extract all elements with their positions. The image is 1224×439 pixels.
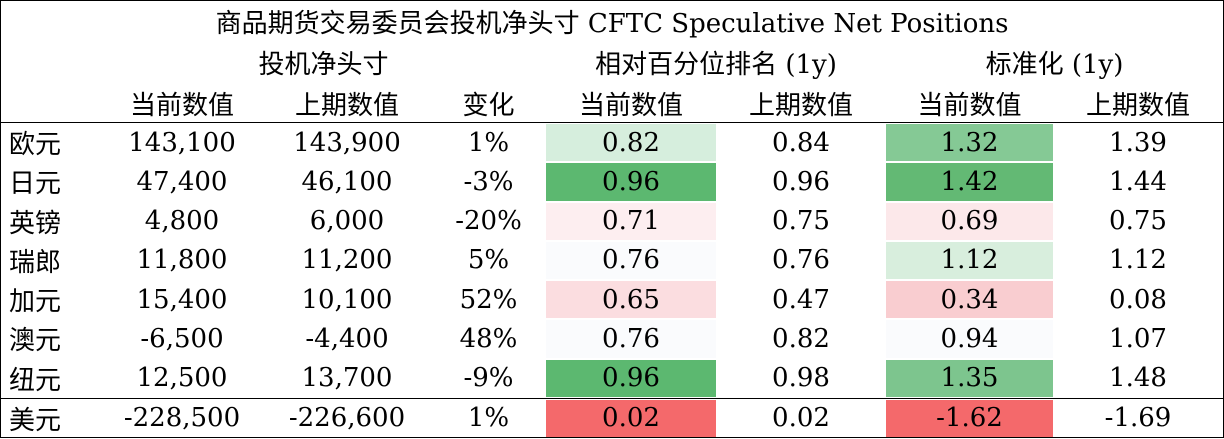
cell: 4,800 — [144, 206, 220, 237]
cell: 0.96 — [772, 166, 830, 197]
cell: 0.08 — [1109, 284, 1167, 315]
cell: -4,400 — [305, 323, 389, 354]
highlighted-cell: 1.42 — [886, 163, 1053, 201]
row-label: 美元 — [8, 405, 61, 436]
row-label: 日元 — [8, 169, 61, 200]
cell: 48% — [459, 323, 518, 354]
cell: 6,000 — [309, 206, 385, 237]
row-label: 纽元 — [8, 365, 61, 396]
cell: 1.12 — [1109, 245, 1167, 276]
row-label: 欧元 — [8, 130, 61, 161]
column-header: 当前数值 — [578, 90, 683, 121]
highlighted-cell: 0.82 — [546, 124, 716, 162]
cell: 143,900 — [293, 127, 401, 158]
highlighted-cell: 1.32 — [886, 124, 1053, 162]
cell: 0.02 — [772, 403, 830, 434]
header-rule — [1, 122, 1223, 123]
cell: -6,500 — [140, 323, 224, 354]
column-header: 当前数值 — [917, 90, 1022, 121]
highlighted-cell: 0.76 — [546, 320, 716, 358]
cell: 1.07 — [1109, 323, 1167, 354]
column-header: 上期数值 — [748, 90, 853, 121]
highlighted-cell: 0.34 — [886, 281, 1053, 319]
cell: 0.84 — [772, 127, 830, 158]
column-header: 当前数值 — [129, 90, 234, 121]
cell: 1.39 — [1109, 127, 1167, 158]
row-label: 英镑 — [8, 208, 61, 239]
cell: -3% — [463, 166, 514, 197]
row-label: 澳元 — [8, 326, 61, 357]
cell: 46,100 — [301, 166, 393, 197]
cell: -226,600 — [288, 403, 406, 434]
cell: 0.82 — [772, 323, 830, 354]
cell: -1.69 — [1104, 403, 1172, 434]
cell: -228,500 — [123, 403, 241, 434]
highlighted-cell: 0.65 — [546, 281, 716, 319]
cell: -20% — [455, 206, 522, 237]
cell: 10,100 — [301, 284, 393, 315]
cell: 143,100 — [128, 127, 236, 158]
highlighted-cell: 1.35 — [886, 359, 1053, 397]
cell: 5% — [467, 245, 510, 276]
highlighted-cell: 0.96 — [546, 359, 716, 397]
highlighted-cell: 0.69 — [886, 202, 1053, 240]
group-header: 标准化 (1y) — [985, 49, 1124, 80]
cell: -9% — [463, 363, 514, 394]
highlighted-cell: 0.94 — [886, 320, 1053, 358]
group-header: 相对百分位排名 (1y) — [595, 49, 837, 80]
cell: 52% — [459, 284, 518, 315]
row-label: 瑞郎 — [8, 247, 61, 278]
highlighted-cell: 0.71 — [546, 202, 716, 240]
cell: 12,500 — [136, 363, 228, 394]
cell: 1% — [467, 403, 510, 434]
highlighted-cell: 0.76 — [546, 241, 716, 279]
cell: 1.48 — [1109, 363, 1167, 394]
column-header: 变化 — [462, 90, 515, 121]
cell: 0.98 — [772, 363, 830, 394]
title: 商品期货交易委员会投机净头寸 CFTC Speculative Net Posi… — [215, 8, 1009, 39]
cell: 47,400 — [136, 166, 228, 197]
cell: 0.76 — [772, 245, 830, 276]
cell: 0.47 — [772, 284, 830, 315]
cell: 1% — [467, 127, 510, 158]
highlighted-cell: 0.96 — [546, 163, 716, 201]
highlighted-cell: -1.62 — [886, 399, 1053, 437]
column-header: 上期数值 — [294, 90, 399, 121]
row-label: 加元 — [8, 287, 61, 318]
cell: 11,200 — [301, 245, 393, 276]
highlighted-cell: 0.02 — [546, 399, 716, 437]
group-header: 投机净头寸 — [258, 49, 389, 80]
cell: 13,700 — [301, 363, 393, 394]
cell: 0.75 — [772, 206, 830, 237]
column-header: 上期数值 — [1085, 90, 1190, 121]
cell: 15,400 — [136, 284, 228, 315]
cell: 1.44 — [1109, 166, 1167, 197]
highlighted-cell: 1.12 — [886, 241, 1053, 279]
cell: 11,800 — [136, 245, 228, 276]
total-rule — [1, 398, 1223, 399]
cell: 0.75 — [1109, 206, 1167, 237]
